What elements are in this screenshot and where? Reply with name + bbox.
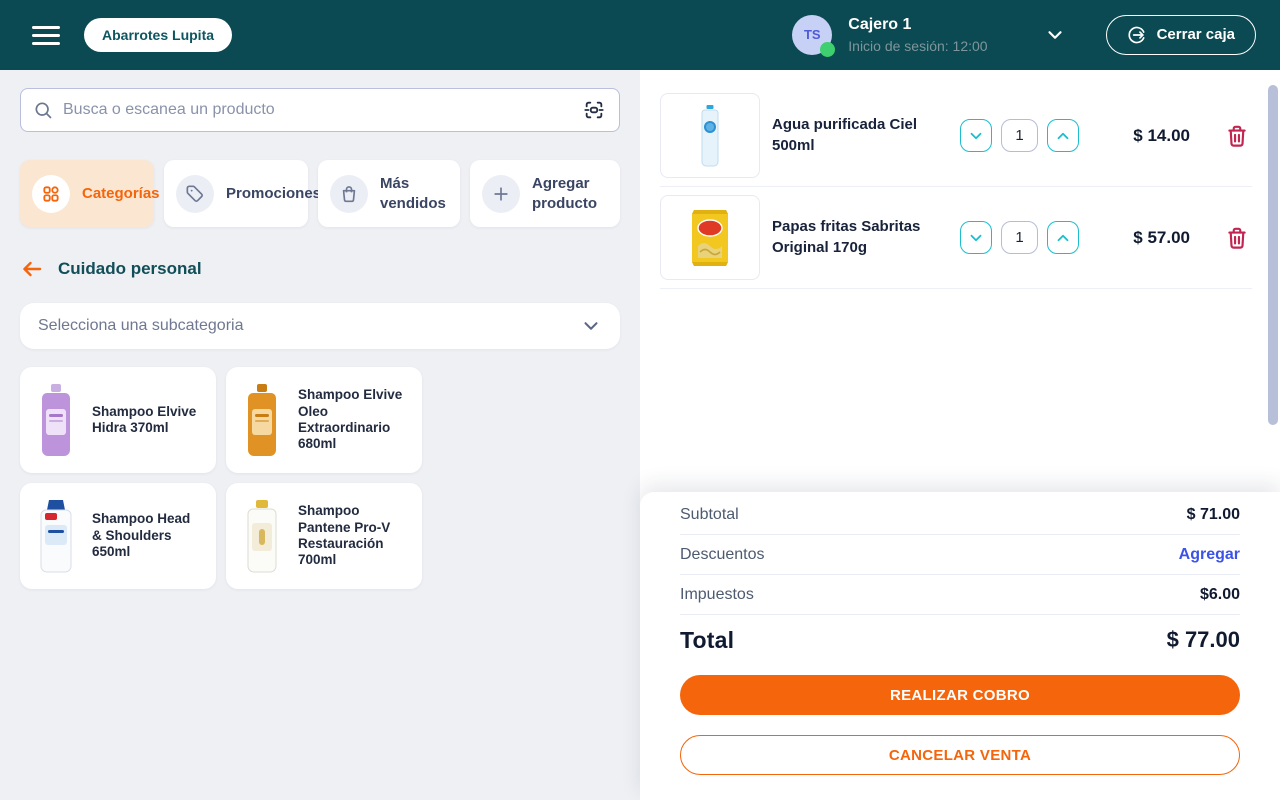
search-input[interactable] bbox=[63, 101, 581, 119]
cart-item-name: Agua purificada Ciel 500ml bbox=[772, 116, 918, 154]
taxes-label: Impuestos bbox=[680, 585, 754, 603]
taxes-value: $6.00 bbox=[1199, 585, 1240, 603]
total-label: Total bbox=[680, 626, 735, 653]
subtotal-label: Subtotal bbox=[680, 505, 739, 523]
back-arrow-icon[interactable] bbox=[20, 257, 44, 281]
add-discount-button[interactable]: Agregar bbox=[1178, 545, 1240, 563]
quantity-stepper bbox=[960, 119, 1079, 152]
product-card-pantene[interactable]: Shampoo Pantene Pro-V Restauración 700ml bbox=[226, 483, 422, 589]
subtotal-value: $ 71.00 bbox=[1186, 505, 1240, 523]
category-title: Cuidado personal bbox=[58, 259, 202, 278]
taxes-row: Impuestos $6.00 bbox=[680, 575, 1240, 615]
quantity-input[interactable] bbox=[1001, 119, 1038, 152]
hamburger-menu-icon[interactable] bbox=[32, 23, 60, 47]
nav-promotions[interactable]: Promociones bbox=[164, 160, 321, 227]
cart-panel: Agua purificada Ciel 500ml $ 14.00 bbox=[640, 70, 1280, 800]
cart-scrollbar[interactable] bbox=[1268, 85, 1278, 425]
product-grid: Shampoo Elvive Hidra 370ml Shampoo Elviv… bbox=[20, 367, 620, 589]
cart-item-image bbox=[660, 93, 760, 178]
session-start-time: Inicio de sesión: 12:00 bbox=[848, 38, 988, 55]
cancel-sale-button[interactable]: CANCELAR VENTA bbox=[680, 735, 1240, 775]
catalog-panel: Categorías Promociones Más vendidos bbox=[0, 70, 640, 800]
increase-quantity-button[interactable] bbox=[1047, 119, 1079, 152]
cart-item-price: $ 57.00 bbox=[1133, 227, 1190, 247]
chevron-down-icon bbox=[580, 315, 602, 337]
grid-icon bbox=[32, 174, 70, 213]
cart-item-image bbox=[660, 195, 760, 280]
bag-icon bbox=[330, 174, 368, 213]
catalog-nav: Categorías Promociones Más vendidos bbox=[20, 160, 620, 227]
product-name: Shampoo Elvive Hidra 370ml bbox=[92, 403, 197, 435]
tag-icon bbox=[176, 174, 214, 213]
product-image bbox=[240, 383, 284, 457]
close-register-label: Cerrar caja bbox=[1156, 26, 1235, 44]
plus-icon bbox=[482, 174, 520, 213]
subcategory-placeholder: Selecciona una subcategoria bbox=[38, 317, 244, 334]
discounts-row: Descuentos Agregar bbox=[680, 535, 1240, 575]
top-bar: Abarrotes Lupita TS Cajero 1 Inicio de s… bbox=[0, 0, 1280, 70]
decrease-quantity-button[interactable] bbox=[960, 119, 992, 152]
cart-item-name: Papas fritas Sabritas Original 170g bbox=[772, 218, 921, 256]
nav-best-sellers[interactable]: Más vendidos bbox=[318, 160, 460, 227]
subcategory-select[interactable]: Selecciona una subcategoria bbox=[20, 303, 620, 349]
product-name: Shampoo Elvive Oleo Extraordinario 680ml bbox=[298, 387, 403, 452]
subtotal-row: Subtotal $ 71.00 bbox=[680, 495, 1240, 535]
quantity-stepper bbox=[960, 221, 1079, 254]
logout-icon bbox=[1127, 25, 1147, 45]
search-icon bbox=[33, 100, 53, 120]
product-image bbox=[34, 383, 78, 457]
user-menu[interactable]: TS Cajero 1 Inicio de sesión: 12:00 bbox=[792, 14, 1066, 57]
trash-icon[interactable] bbox=[1222, 121, 1252, 151]
order-summary: Subtotal $ 71.00 Descuentos Agregar Impu… bbox=[640, 492, 1280, 800]
product-name: Shampoo Head & Shoulders 650ml bbox=[92, 511, 191, 560]
total-value: $ 77.00 bbox=[1166, 627, 1240, 652]
cart-item-chips: Papas fritas Sabritas Original 170g $ 57… bbox=[660, 187, 1252, 289]
product-image bbox=[34, 499, 78, 573]
total-row: Total $ 77.00 bbox=[680, 615, 1240, 665]
online-status-dot bbox=[820, 41, 836, 57]
store-name-badge[interactable]: Abarrotes Lupita bbox=[84, 18, 233, 52]
nav-promotions-label: Promociones bbox=[226, 184, 322, 202]
product-search bbox=[20, 88, 620, 132]
breadcrumb: Cuidado personal bbox=[20, 257, 620, 281]
checkout-button[interactable]: REALIZAR COBRO bbox=[680, 675, 1240, 715]
discounts-label: Descuentos bbox=[680, 545, 765, 563]
nav-add-product-label: Agregar producto bbox=[532, 175, 597, 212]
product-card-head-shoulders[interactable]: Shampoo Head & Shoulders 650ml bbox=[20, 483, 216, 589]
chevron-down-icon[interactable] bbox=[1044, 24, 1066, 46]
product-card-elvive-oleo[interactable]: Shampoo Elvive Oleo Extraordinario 680ml bbox=[226, 367, 422, 473]
cart-item-price: $ 14.00 bbox=[1133, 125, 1190, 145]
nav-best-sellers-label: Más vendidos bbox=[380, 175, 446, 212]
avatar-initials: TS bbox=[792, 14, 833, 55]
cashier-name: Cajero 1 bbox=[848, 15, 912, 33]
nav-categories[interactable]: Categorías bbox=[20, 160, 160, 227]
product-image bbox=[240, 499, 284, 573]
trash-icon[interactable] bbox=[1222, 223, 1252, 253]
avatar: TS bbox=[792, 14, 836, 57]
nav-add-product[interactable]: Agregar producto bbox=[470, 160, 620, 227]
decrease-quantity-button[interactable] bbox=[960, 221, 992, 254]
quantity-input[interactable] bbox=[1001, 221, 1038, 254]
close-register-button[interactable]: Cerrar caja bbox=[1105, 14, 1256, 55]
barcode-scan-icon[interactable] bbox=[581, 97, 607, 123]
cart-list: Agua purificada Ciel 500ml $ 14.00 bbox=[640, 70, 1280, 492]
cart-item-water: Agua purificada Ciel 500ml $ 14.00 bbox=[660, 85, 1252, 187]
increase-quantity-button[interactable] bbox=[1047, 221, 1079, 254]
product-card-elvive-hidra[interactable]: Shampoo Elvive Hidra 370ml bbox=[20, 367, 216, 473]
nav-categories-label: Categorías bbox=[82, 184, 160, 202]
product-name: Shampoo Pantene Pro-V Restauración 700ml bbox=[298, 503, 391, 568]
